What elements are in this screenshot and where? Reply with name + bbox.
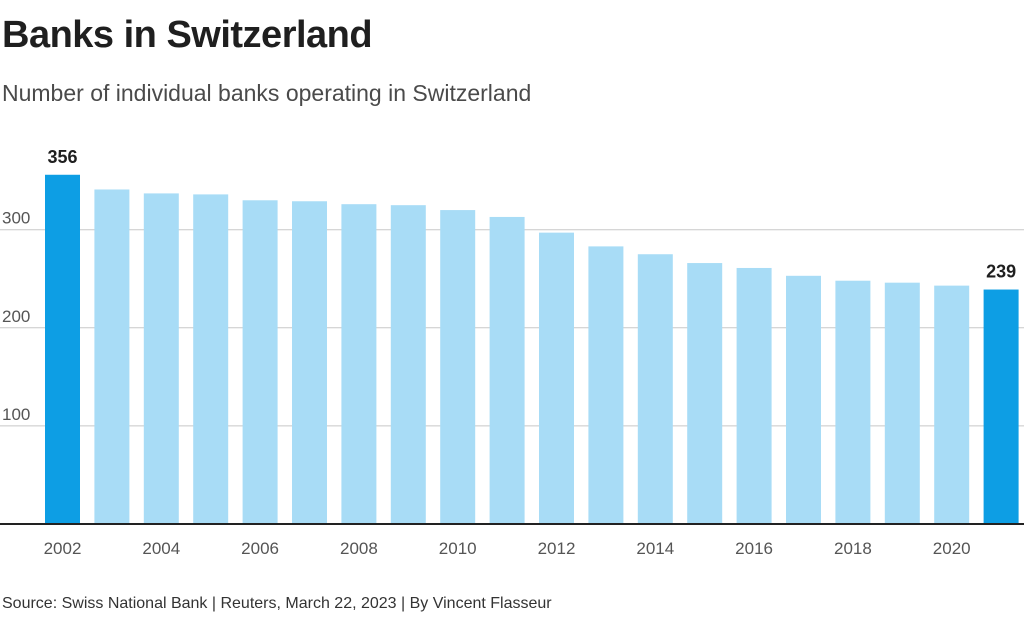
bar-2003 [94, 189, 130, 524]
bar-2020 [934, 285, 970, 524]
x-tick-label: 2004 [142, 539, 180, 558]
chart-title: Banks in Switzerland [2, 14, 373, 56]
bar-2013 [588, 246, 624, 524]
bars [45, 174, 1019, 525]
bar-2019 [884, 282, 920, 524]
x-tick-label: 2002 [44, 539, 82, 558]
data-labels: 356 239 [47, 147, 1016, 282]
chart-subtitle: Number of individual banks operating in … [2, 80, 532, 106]
x-tick-label: 2008 [340, 539, 378, 558]
data-label-2002: 356 [47, 147, 77, 167]
bar-chart: 100 200 300 356 239 2002 2004 2006 2008 2010 201… [0, 147, 1024, 558]
bar-2009 [390, 205, 426, 525]
bar-2010 [440, 210, 476, 524]
x-tick-label: 2012 [538, 539, 576, 558]
y-tick-label: 300 [2, 209, 30, 228]
bar-2004 [143, 193, 179, 524]
bar-2021 [983, 289, 1019, 524]
y-tick-label: 200 [2, 307, 30, 326]
bar-2002 [45, 174, 80, 524]
bar-2016 [736, 267, 772, 524]
x-tick-label: 2006 [241, 539, 279, 558]
bar-2014 [637, 254, 673, 524]
bar-2017 [786, 275, 821, 524]
bar-2006 [242, 200, 278, 524]
bar-2008 [341, 204, 377, 524]
bar-2012 [539, 232, 574, 524]
bar-2011 [489, 216, 525, 524]
x-tick-label: 2018 [834, 539, 872, 558]
bar-2005 [193, 194, 229, 524]
bar-2015 [687, 263, 723, 524]
bar-2018 [835, 280, 871, 524]
axes: 2002 2004 2006 2008 2010 2012 2014 2016 2018 2020 [0, 523, 1024, 558]
bar-2007 [292, 201, 327, 524]
x-tick-label: 2016 [735, 539, 773, 558]
data-label-2021: 239 [986, 262, 1016, 282]
source-note: Source: Swiss National Bank | Reuters, M… [2, 595, 552, 612]
x-tick-label: 2020 [933, 539, 971, 558]
x-tick-label: 2014 [636, 539, 674, 558]
x-tick-label: 2010 [439, 539, 477, 558]
y-tick-label: 100 [2, 405, 30, 424]
